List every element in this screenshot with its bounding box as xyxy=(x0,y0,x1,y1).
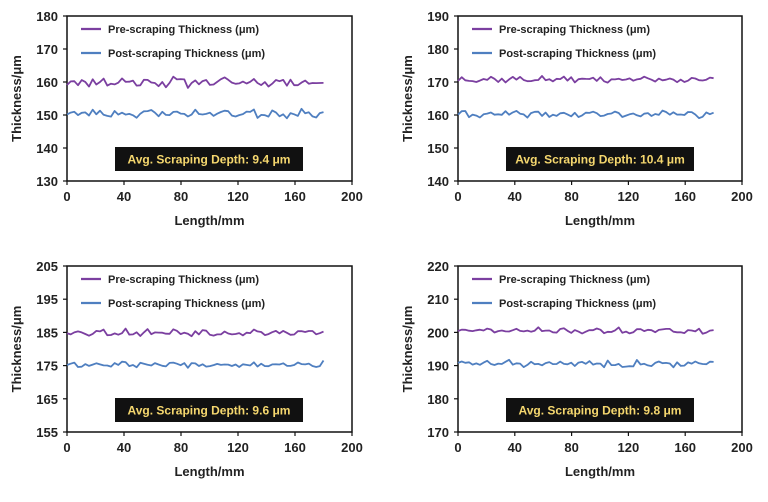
y-tick-label: 190 xyxy=(427,359,449,374)
y-tick-label: 155 xyxy=(36,425,58,440)
x-tick-label: 120 xyxy=(618,440,640,455)
x-tick-label: 40 xyxy=(117,440,131,455)
y-tick-label: 220 xyxy=(427,259,449,274)
annotation-box xyxy=(506,398,694,422)
x-tick-label: 0 xyxy=(63,189,70,204)
legend-label: Pre-scraping Thickness (μm) xyxy=(499,24,650,36)
series-line-pre-scraping xyxy=(457,75,714,84)
annotation-text: Avg. Scraping Depth: 10.4 μm xyxy=(515,153,685,167)
x-tick-label: 120 xyxy=(618,189,640,204)
y-tick-label: 170 xyxy=(427,425,449,440)
series-line-post-scraping xyxy=(457,109,714,119)
x-tick-label: 40 xyxy=(117,189,131,204)
x-tick-label: 120 xyxy=(227,440,249,455)
y-tick-label: 180 xyxy=(427,42,449,57)
x-tick-label: 80 xyxy=(174,440,188,455)
annotation-box xyxy=(115,147,303,171)
x-tick-label: 0 xyxy=(454,189,461,204)
x-axis-title: Length/mm xyxy=(174,213,244,228)
y-axis-title: Thickness/μm xyxy=(400,306,415,393)
y-tick-label: 160 xyxy=(427,108,449,123)
y-tick-label: 170 xyxy=(36,42,58,57)
y-tick-label: 160 xyxy=(36,75,58,90)
x-axis-title: Length/mm xyxy=(565,213,635,228)
annotation-box xyxy=(506,147,694,171)
legend-label: Post-scraping Thickness (μm) xyxy=(108,48,265,60)
plot-frame xyxy=(66,15,353,182)
series-line-pre-scraping xyxy=(457,326,714,335)
annotation-text: Avg. Scraping Depth: 9.8 μm xyxy=(519,404,682,418)
series-line-post-scraping xyxy=(457,358,714,369)
y-tick-label: 180 xyxy=(36,9,58,24)
y-tick-label: 175 xyxy=(36,359,58,374)
y-tick-label: 130 xyxy=(36,174,58,189)
series-line-post-scraping xyxy=(66,360,325,369)
y-tick-label: 200 xyxy=(427,325,449,340)
y-tick-label: 165 xyxy=(36,392,58,407)
x-tick-label: 200 xyxy=(341,440,363,455)
x-axis-title: Length/mm xyxy=(565,464,635,479)
legend-label: Post-scraping Thickness (μm) xyxy=(499,298,656,310)
x-tick-label: 160 xyxy=(284,189,306,204)
x-tick-label: 160 xyxy=(674,440,696,455)
y-tick-label: 140 xyxy=(36,141,58,156)
chart-panel-3: 155 165 175 185 195 205 0 40 80 120 160 200 Length/m… xyxy=(9,259,363,479)
y-tick-label: 190 xyxy=(427,9,449,24)
x-tick-label: 80 xyxy=(564,440,578,455)
x-tick-label: 120 xyxy=(227,189,249,204)
x-tick-label: 160 xyxy=(284,440,306,455)
legend-label: Pre-scraping Thickness (μm) xyxy=(108,274,259,286)
x-tick-label: 160 xyxy=(674,189,696,204)
x-tick-label: 200 xyxy=(341,189,363,204)
y-axis-title: Thickness/μm xyxy=(400,55,415,142)
y-tick-label: 170 xyxy=(427,75,449,90)
legend-label: Post-scraping Thickness (μm) xyxy=(499,48,656,60)
series-line-post-scraping xyxy=(66,107,324,120)
y-tick-label: 210 xyxy=(427,292,449,307)
x-tick-label: 0 xyxy=(454,440,461,455)
chart-panel-1: 130 140 150 160 170 180 0 40 80 120 160 200 Length/m… xyxy=(9,9,363,228)
y-tick-label: 205 xyxy=(36,259,58,274)
annotation-text: Avg. Scraping Depth: 9.4 μm xyxy=(128,153,291,167)
legend-label: Pre-scraping Thickness (μm) xyxy=(499,274,650,286)
y-axis-title: Thickness/μm xyxy=(9,306,24,393)
series-line-pre-scraping xyxy=(66,75,324,89)
y-tick-label: 150 xyxy=(36,108,58,123)
y-tick-label: 140 xyxy=(427,174,449,189)
y-axis-title: Thickness/μm xyxy=(9,55,24,142)
annotation-box xyxy=(115,398,303,422)
legend-label: Pre-scraping Thickness (μm) xyxy=(108,24,259,36)
plot-frame xyxy=(66,265,353,433)
x-tick-label: 80 xyxy=(564,189,578,204)
x-tick-label: 0 xyxy=(63,440,70,455)
series-line-pre-scraping xyxy=(66,327,324,338)
x-tick-label: 40 xyxy=(508,189,522,204)
plot-frame xyxy=(457,15,743,182)
legend-label: Post-scraping Thickness (μm) xyxy=(108,298,265,310)
plot-frame xyxy=(457,265,743,433)
y-tick-label: 195 xyxy=(36,292,58,307)
x-tick-label: 200 xyxy=(731,189,753,204)
annotation-text: Avg. Scraping Depth: 9.6 μm xyxy=(128,404,291,418)
x-tick-label: 80 xyxy=(174,189,188,204)
chart-panel-2: 140 150 160 170 180 190 0 40 80 120 160 200 Length/m… xyxy=(400,9,753,228)
x-axis-title: Length/mm xyxy=(174,464,244,479)
x-tick-label: 200 xyxy=(731,440,753,455)
x-tick-label: 40 xyxy=(508,440,522,455)
y-tick-label: 180 xyxy=(427,392,449,407)
y-tick-label: 185 xyxy=(36,325,58,340)
chart-panel-4: 170 180 190 200 210 220 0 40 80 120 160 200 Length/m… xyxy=(400,259,753,479)
y-tick-label: 150 xyxy=(427,141,449,156)
